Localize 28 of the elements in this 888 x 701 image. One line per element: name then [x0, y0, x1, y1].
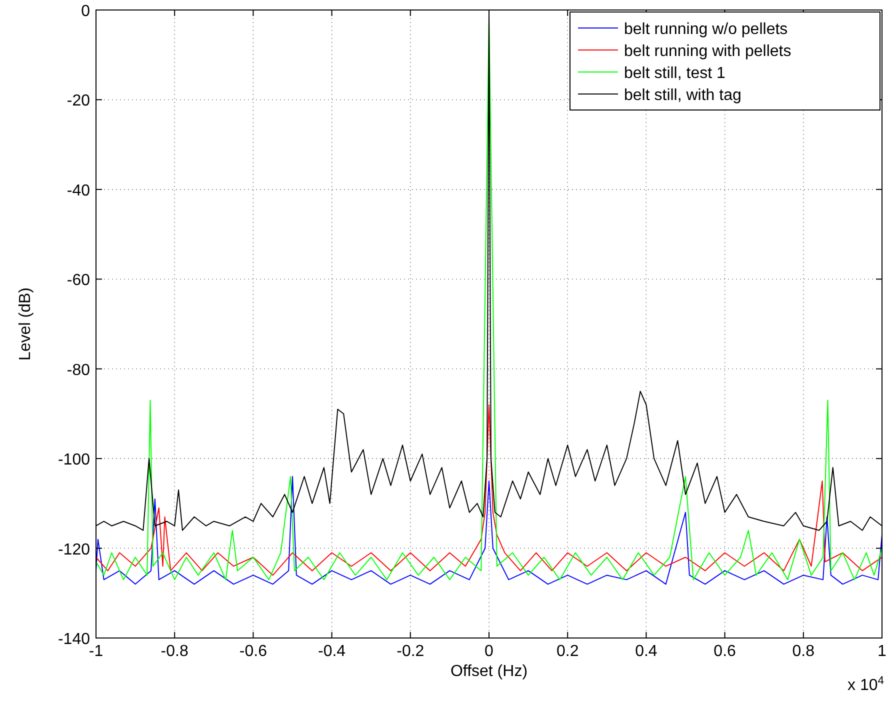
x-axis-title: Offset (Hz) [450, 663, 528, 680]
legend-label: belt running with pellets [624, 43, 792, 60]
y-tick-label: -100 [58, 452, 90, 469]
y-tick-label: 0 [81, 3, 90, 20]
x-tick-label: 1 [878, 643, 887, 660]
x-tick-label: -1 [88, 643, 104, 660]
y-tick-label: -40 [66, 182, 90, 200]
x-tick-label: 0.2 [556, 643, 579, 660]
x-tick-label: 0.6 [714, 643, 736, 660]
y-tick-label: -80 [66, 362, 90, 379]
y-axis-title: Level (dB) [17, 288, 34, 360]
y-tick-label: -20 [66, 92, 90, 110]
x-tick-label: 0.4 [635, 643, 658, 660]
legend-label: belt still, test 1 [624, 65, 726, 82]
x-tick-label: -0.4 [318, 643, 346, 660]
line-series [96, 404, 882, 576]
y-tick-label: -60 [66, 272, 90, 290]
x-tick-label: 0.8 [792, 643, 815, 660]
x-tick-label: -0.2 [396, 643, 424, 660]
legend-label: belt running w/o pellets [624, 21, 788, 38]
y-tick-label: -120 [58, 541, 90, 558]
y-tick-label: -140 [58, 631, 90, 648]
x-tick-label: 0 [484, 643, 494, 660]
text: x 10$^{4}$ [848, 675, 884, 694]
x-tick-label: -0.6 [239, 643, 268, 660]
line-series [96, 476, 882, 585]
legend-label: belt still, with tag [624, 87, 742, 104]
x-tick-label: -0.8 [160, 643, 188, 660]
